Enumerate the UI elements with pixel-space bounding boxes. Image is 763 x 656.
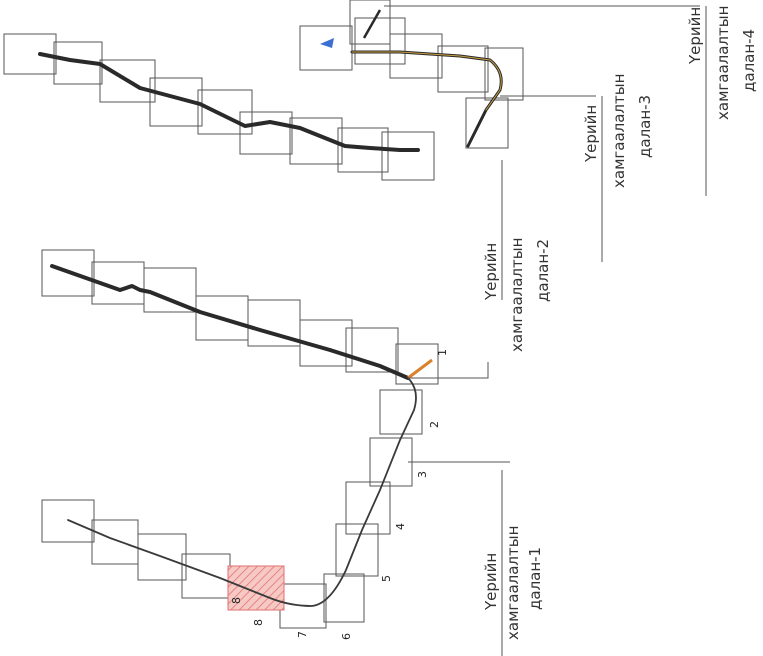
sheet-frame [42,500,94,542]
caption-dalan-2: Үерийн хамгаалалтын далан-2 [482,238,552,352]
caption-2-line2: хамгаалалтын [508,238,526,352]
dam-middle-polyline [52,266,408,378]
caption-4-line2: хамгаалалтын [714,6,732,120]
caption-dalan-4: Үерийн хамгаалалтын далан-4 [686,6,758,120]
dam-connector [408,360,432,378]
dam-4-sheet-frames [300,0,523,148]
north-marker-icon [320,38,334,48]
caption-1-line3: далан-1 [526,547,544,610]
dam-top-right-highlight [352,52,501,110]
caption-2-line3: далан-2 [534,239,552,302]
sheet-frame [240,112,292,154]
sheet-frame [485,48,523,100]
section-number-2: 2 [428,421,441,428]
sheet-frame [355,18,405,64]
sheet-frame [350,0,390,44]
section-number-7: 7 [296,631,309,638]
caption-4-line3: далан-4 [740,29,758,92]
section-number-4: 4 [394,523,407,530]
caption-3-line3: далан-3 [636,95,654,158]
caption-dalan-3: Үерийн хамгаалалтын далан-3 [582,74,654,188]
caption-2-line1: Үерийн [482,243,500,301]
section-number-3: 3 [416,471,429,478]
caption-4-line1: Үерийн [686,7,704,65]
caption-3-line2: хамгаалалтын [610,74,628,188]
caption-dalan-1: Үерийн хамгаалалтын далан-1 [482,526,544,640]
sheet-frame [182,554,230,598]
sheet-frame [438,46,488,92]
section-number-8b: 8 [230,597,243,604]
sheet-frame [382,132,434,180]
section-number-8: 8 [252,619,265,626]
section-number-5: 5 [380,575,393,582]
sheet-frame [92,520,138,564]
sheet-frame [324,574,364,622]
section-number-1: 1 [436,349,449,356]
caption-1-line2: хамгаалалтын [504,526,522,640]
sheet-frame [346,482,390,534]
sheet-frame [300,26,352,70]
dam-3-sheet-frames [4,34,434,180]
sheet-frame [390,34,442,78]
caption-3-line1: Үерийн [582,105,600,163]
caption-1-line1: Үерийн [482,553,500,611]
dam-upper-left-polyline [40,54,418,150]
section-number-6: 6 [340,633,353,640]
sheet-frame [336,524,378,576]
dam-top-spur [364,10,380,38]
